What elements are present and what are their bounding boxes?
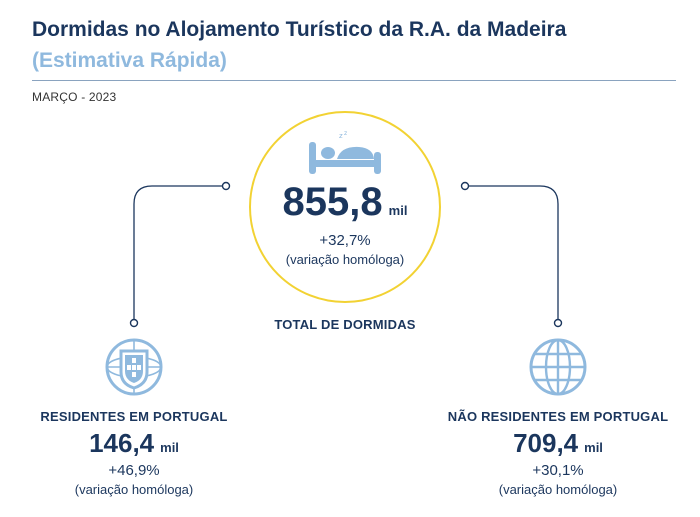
page-title: Dormidas no Alojamento Turístico da R.A.…	[32, 18, 567, 41]
right-connector	[465, 185, 559, 322]
residents-variation: +46,9%	[108, 462, 160, 479]
right-connector-dot-bottom	[553, 318, 563, 328]
page-subtitle: (Estimativa Rápida)	[32, 49, 227, 72]
left-connector-dot-top	[221, 181, 231, 191]
non-residents-variation: +30,1%	[532, 462, 584, 479]
total-label: TOTAL DE DORMIDAS	[274, 317, 416, 332]
total-variation: +32,7%	[319, 232, 371, 249]
header-divider	[32, 80, 676, 81]
total-unit: mil	[388, 203, 408, 218]
svg-text:z: z	[344, 130, 347, 137]
svg-text:z: z	[339, 132, 343, 140]
portugal-coat-of-arms-icon	[105, 338, 163, 396]
non-residents-unit: mil	[584, 440, 603, 455]
non-residents-variation-note: (variação homóloga)	[498, 482, 618, 497]
total-value-group: 855,8 mil	[249, 180, 441, 225]
bed-icon: z z	[309, 130, 381, 174]
residents-value: 146,4	[89, 428, 155, 458]
globe-icon	[529, 338, 587, 396]
residents-label: RESIDENTES EM PORTUGAL	[40, 409, 228, 424]
non-residents-label: NÃO RESIDENTES EM PORTUGAL	[447, 409, 669, 424]
residents-variation-note: (variação homóloga)	[74, 482, 194, 497]
left-connector-dot-bottom	[129, 318, 139, 328]
non-residents-value-group: 709,4 mil	[428, 428, 688, 459]
total-variation-note: (variação homóloga)	[285, 252, 405, 267]
left-connector	[133, 185, 226, 322]
total-value: 855,8	[282, 180, 383, 224]
non-residents-value: 709,4	[513, 428, 579, 458]
right-connector-dot-top	[460, 181, 470, 191]
residents-unit: mil	[160, 440, 179, 455]
total-circle	[249, 111, 441, 303]
period-label: MARÇO - 2023	[32, 90, 117, 104]
residents-value-group: 146,4 mil	[20, 428, 248, 459]
